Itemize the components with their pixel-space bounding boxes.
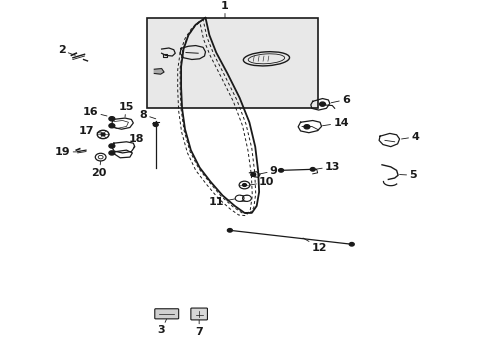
Text: 18: 18 bbox=[128, 134, 143, 149]
Circle shape bbox=[109, 151, 115, 155]
Circle shape bbox=[304, 125, 309, 129]
Circle shape bbox=[242, 184, 246, 186]
Text: 17: 17 bbox=[79, 126, 104, 136]
Text: 4: 4 bbox=[401, 132, 418, 142]
Text: 9: 9 bbox=[260, 166, 277, 176]
FancyBboxPatch shape bbox=[190, 308, 207, 320]
Circle shape bbox=[348, 243, 353, 246]
Text: 15: 15 bbox=[118, 102, 133, 117]
Text: 19: 19 bbox=[55, 147, 80, 157]
Text: 14: 14 bbox=[322, 118, 348, 128]
Bar bbox=[147, 18, 317, 108]
Text: 7: 7 bbox=[195, 320, 203, 337]
Circle shape bbox=[101, 133, 105, 136]
Polygon shape bbox=[154, 68, 163, 74]
FancyBboxPatch shape bbox=[155, 309, 178, 319]
Text: 13: 13 bbox=[315, 162, 340, 171]
Circle shape bbox=[109, 144, 115, 148]
Text: 11: 11 bbox=[208, 197, 234, 207]
Text: 6: 6 bbox=[330, 95, 349, 105]
Circle shape bbox=[319, 102, 325, 106]
Circle shape bbox=[310, 167, 315, 171]
Circle shape bbox=[109, 117, 115, 121]
Text: 20: 20 bbox=[91, 161, 107, 177]
Circle shape bbox=[109, 123, 115, 128]
Text: 2: 2 bbox=[58, 45, 75, 55]
Text: 16: 16 bbox=[82, 107, 107, 117]
Text: 10: 10 bbox=[249, 177, 274, 187]
Circle shape bbox=[278, 168, 283, 172]
Text: 5: 5 bbox=[399, 170, 416, 180]
Circle shape bbox=[227, 229, 232, 232]
Circle shape bbox=[153, 123, 158, 126]
Text: 3: 3 bbox=[158, 319, 166, 335]
Text: 8: 8 bbox=[139, 109, 156, 120]
Text: 12: 12 bbox=[303, 238, 326, 252]
Circle shape bbox=[250, 173, 255, 176]
Text: 1: 1 bbox=[221, 1, 228, 18]
